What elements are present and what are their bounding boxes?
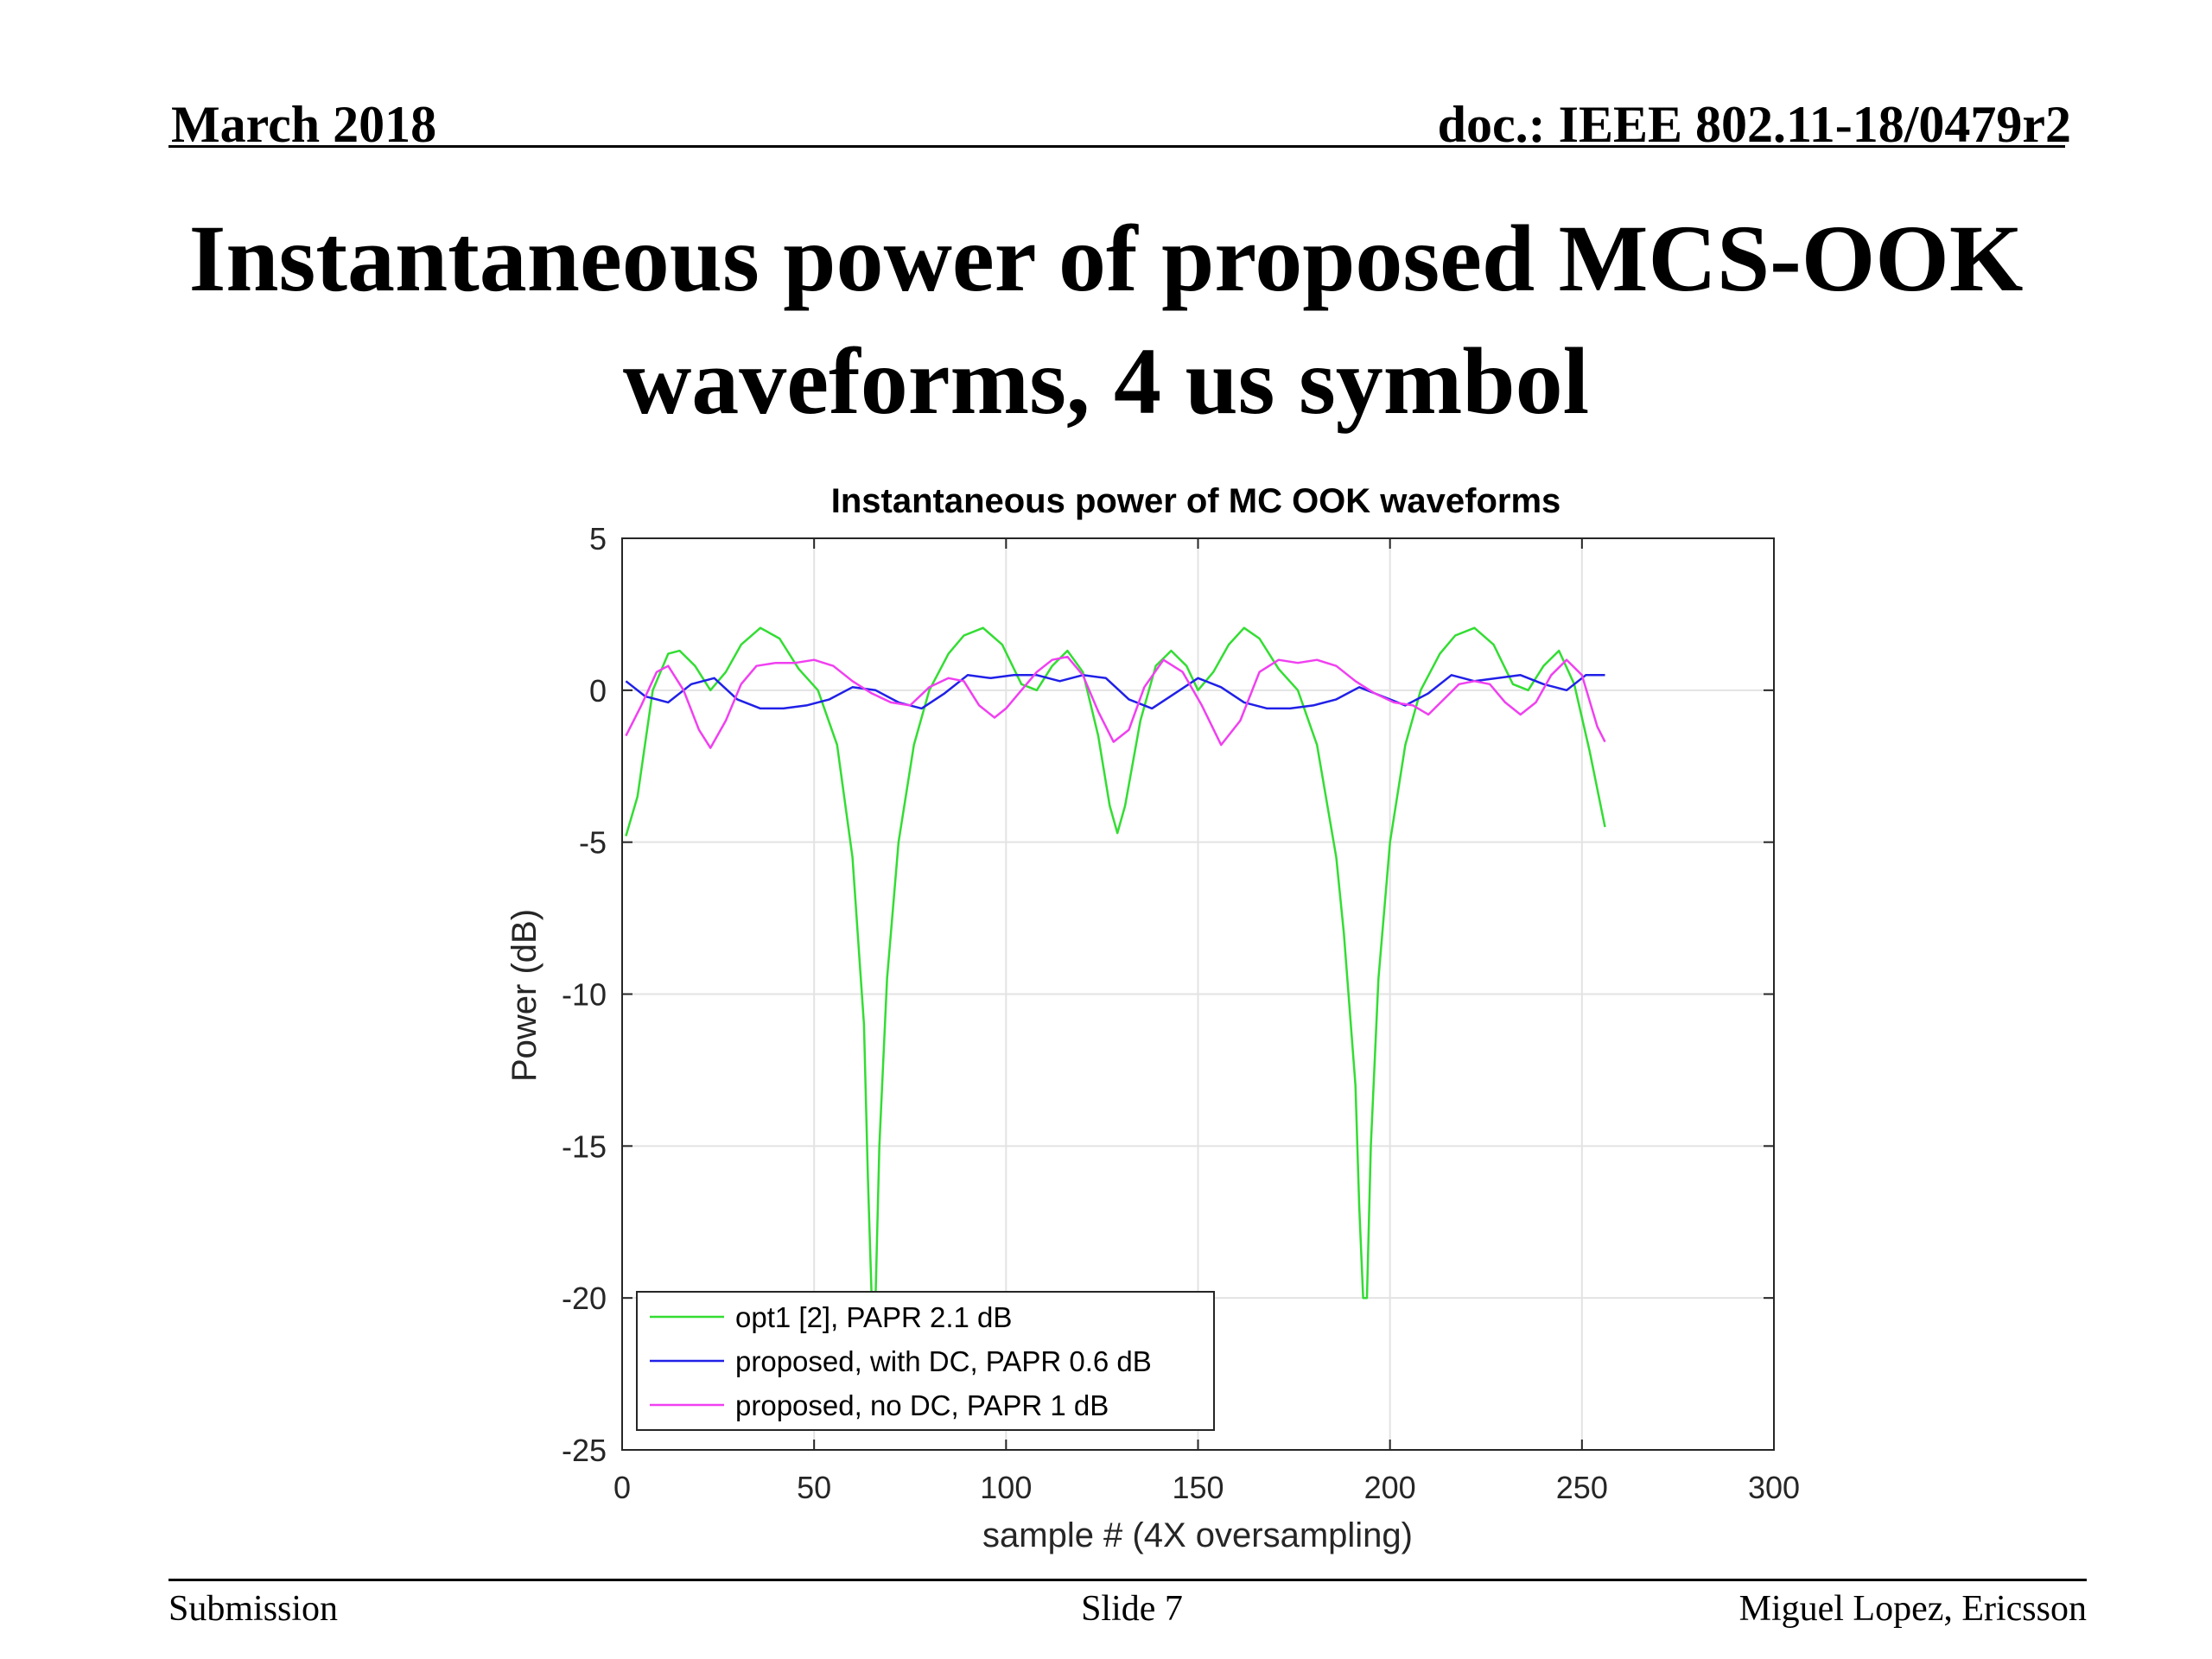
- header-date: March 2018: [171, 96, 437, 153]
- legend-box: [636, 1291, 1215, 1431]
- footer-slide-number: Slide 7: [1081, 1589, 1183, 1629]
- y-tick-label: -5: [579, 825, 607, 861]
- header-doc-id: doc.: IEEE 802.11-18/0479r2: [1437, 96, 2071, 153]
- footer-submission: Submission: [168, 1589, 339, 1629]
- footer-author: Miguel Lopez, Ericsson: [1738, 1589, 2087, 1629]
- chart-legend: opt1 [2], PAPR 2.1 dB proposed, with DC, …: [636, 1291, 1215, 1431]
- legend-label: proposed, with DC, PAPR 0.6 dB: [735, 1345, 1152, 1377]
- chart-series: [625, 626, 1606, 1300]
- series-line-0: [625, 626, 1606, 1300]
- x-axis-label: sample # (4X oversampling): [982, 1516, 1413, 1554]
- header-rule: [168, 145, 2065, 148]
- y-axis-label: Power (dB): [505, 909, 543, 1082]
- x-tick-label: 200: [1364, 1470, 1416, 1505]
- x-tick-label: 100: [980, 1470, 1032, 1505]
- y-tick-label: -10: [562, 977, 607, 1013]
- x-tick-label: 300: [1748, 1470, 1800, 1505]
- series-line-2: [625, 655, 1606, 749]
- chart-title: Instantaneous power of MC OOK waveforms: [831, 482, 1561, 520]
- y-tick-label: -15: [562, 1128, 607, 1164]
- footer-rule: [168, 1579, 2087, 1581]
- legend-label: proposed, no DC, PAPR 1 dB: [735, 1389, 1109, 1421]
- y-tick-label: -20: [562, 1281, 607, 1316]
- x-tick-label: 250: [1556, 1470, 1608, 1505]
- y-tick-label: 0: [589, 673, 607, 709]
- chart-ticks: 0 50 100 150 200 250 300 -25 -20 -15 -10 -5 0 5: [562, 521, 1800, 1505]
- x-tick-label: 0: [613, 1470, 631, 1505]
- legend-label: opt1 [2], PAPR 2.1 dB: [735, 1301, 1012, 1333]
- series-line-1: [625, 674, 1605, 710]
- x-tick-label: 50: [797, 1470, 831, 1505]
- x-tick-label: 150: [1172, 1470, 1224, 1505]
- slide-title: Instantaneous power of proposed MCS-OOK …: [188, 206, 2024, 434]
- y-tick-label: -25: [562, 1433, 607, 1468]
- y-tick-label: 5: [589, 521, 607, 556]
